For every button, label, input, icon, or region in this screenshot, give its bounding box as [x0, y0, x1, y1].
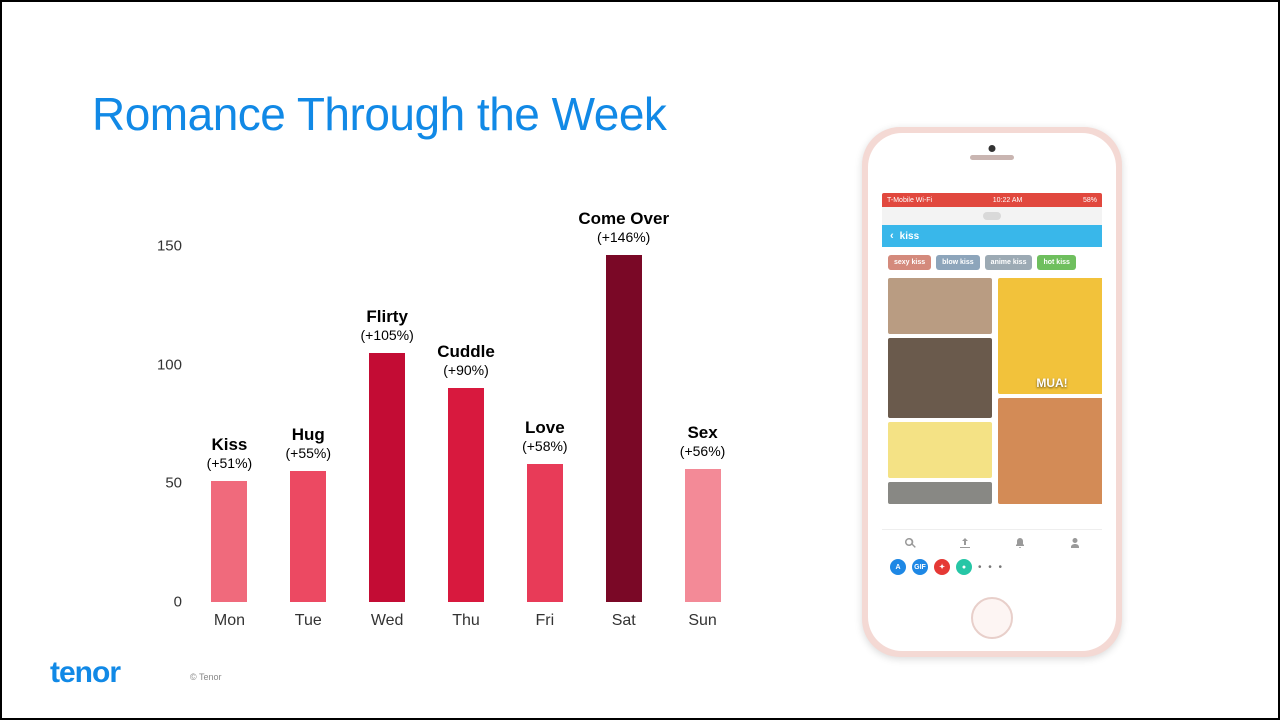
search-query: kiss: [900, 231, 919, 242]
tenor-logo: tenor: [50, 656, 120, 690]
bar-label: Come Over(+146%): [578, 209, 669, 245]
tab-icons: [882, 530, 1102, 556]
gif-thumbnail[interactable]: [888, 338, 992, 418]
gif-grid: MUA!: [888, 278, 1096, 498]
phone-camera: [989, 145, 996, 152]
x-axis: Mon Tue Wed Thu Fri Sat Sun: [190, 612, 742, 642]
bar-label: Sex(+56%): [680, 423, 726, 459]
y-tick: 0: [174, 594, 182, 611]
bar: Flirty(+105%): [369, 353, 405, 602]
status-time: 10:22 AM: [993, 197, 1023, 204]
plot-area: Kiss(+51%) Hug(+55%) Flirty(+105%) Cuddle(+…: [190, 222, 742, 602]
x-tick: Tue: [295, 612, 322, 630]
search-bar[interactable]: ‹ kiss: [882, 225, 1102, 247]
slide: Romance Through the Week 0 50 100 150 Kiss(…: [0, 0, 1280, 720]
bar: Love(+58%): [527, 464, 563, 602]
gif-thumbnail[interactable]: [888, 422, 992, 478]
y-tick: 100: [157, 356, 182, 373]
upload-icon[interactable]: [958, 536, 972, 555]
search-tag[interactable]: anime kiss: [985, 255, 1033, 270]
status-battery: 58%: [1083, 197, 1097, 204]
bar-chart: 0 50 100 150 Kiss(+51%) Hug(+55%) Flirty(+105…: [142, 222, 742, 642]
slide-title: Romance Through the Week: [92, 87, 666, 141]
status-bar: T-Mobile Wi-Fi 10:22 AM 58%: [882, 193, 1102, 207]
bar-label: Hug(+55%): [286, 425, 332, 461]
search-icon[interactable]: [903, 536, 917, 555]
y-tick: 150: [157, 237, 182, 254]
user-icon[interactable]: [1068, 536, 1082, 555]
back-icon[interactable]: ‹: [890, 230, 894, 242]
x-tick: Fri: [536, 612, 555, 630]
keyboard-app-icon[interactable]: GIF: [912, 559, 928, 575]
tag-row: sexy kiss blow kiss anime kiss hot kiss: [882, 247, 1102, 278]
bar-label: Kiss(+51%): [207, 435, 253, 471]
phone-screen: T-Mobile Wi-Fi 10:22 AM 58% ‹ kiss sexy …: [882, 193, 1102, 581]
x-tick: Thu: [452, 612, 480, 630]
more-icon[interactable]: • • •: [978, 562, 1004, 573]
bar: Kiss(+51%): [211, 481, 247, 602]
phone-speaker: [970, 155, 1014, 160]
bar: Cuddle(+90%): [448, 388, 484, 602]
bar: Sex(+56%): [685, 469, 721, 602]
keyboard-app-icon[interactable]: ●: [956, 559, 972, 575]
bar-label: Flirty(+105%): [360, 307, 413, 343]
status-carrier: T-Mobile Wi-Fi: [887, 197, 932, 204]
keyboard-app-icon[interactable]: A: [890, 559, 906, 575]
bar-label: Cuddle(+90%): [437, 342, 495, 378]
y-axis: 050100150: [142, 222, 190, 602]
cloud-icon: [983, 212, 1001, 220]
gif-thumbnail[interactable]: MUA!: [998, 278, 1102, 394]
copyright-text: © Tenor: [190, 672, 221, 682]
phone-mock: T-Mobile Wi-Fi 10:22 AM 58% ‹ kiss sexy …: [862, 127, 1122, 657]
bar: Come Over(+146%): [606, 255, 642, 602]
home-button[interactable]: [971, 597, 1013, 639]
tab-bar: A GIF ✦ ● • • •: [882, 529, 1102, 581]
bar-label: Love(+58%): [522, 418, 568, 454]
phone-bezel: T-Mobile Wi-Fi 10:22 AM 58% ‹ kiss sexy …: [868, 133, 1116, 651]
x-tick: Sat: [612, 612, 636, 630]
keyboard-app-icon[interactable]: ✦: [934, 559, 950, 575]
search-tag[interactable]: hot kiss: [1037, 255, 1075, 270]
search-tag[interactable]: blow kiss: [936, 255, 980, 270]
y-tick: 50: [165, 475, 182, 492]
bar: Hug(+55%): [290, 471, 326, 602]
gif-thumbnail[interactable]: [888, 278, 992, 334]
status-right: 58%: [1083, 197, 1097, 204]
x-tick: Mon: [214, 612, 245, 630]
search-tag[interactable]: sexy kiss: [888, 255, 931, 270]
gif-thumbnail[interactable]: [998, 398, 1102, 504]
app-row: A GIF ✦ ● • • •: [882, 556, 1102, 578]
x-tick: Wed: [371, 612, 404, 630]
x-tick: Sun: [688, 612, 716, 630]
pull-tab: [882, 207, 1102, 225]
bell-icon[interactable]: [1013, 536, 1027, 555]
gif-thumbnail[interactable]: [888, 482, 992, 504]
